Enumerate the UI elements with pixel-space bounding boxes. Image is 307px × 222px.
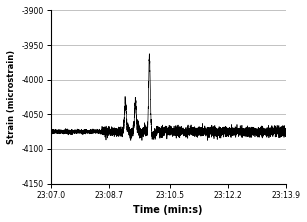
Y-axis label: Strain (microstrain): Strain (microstrain) bbox=[7, 50, 16, 144]
X-axis label: Time (min:s): Time (min:s) bbox=[133, 205, 203, 215]
